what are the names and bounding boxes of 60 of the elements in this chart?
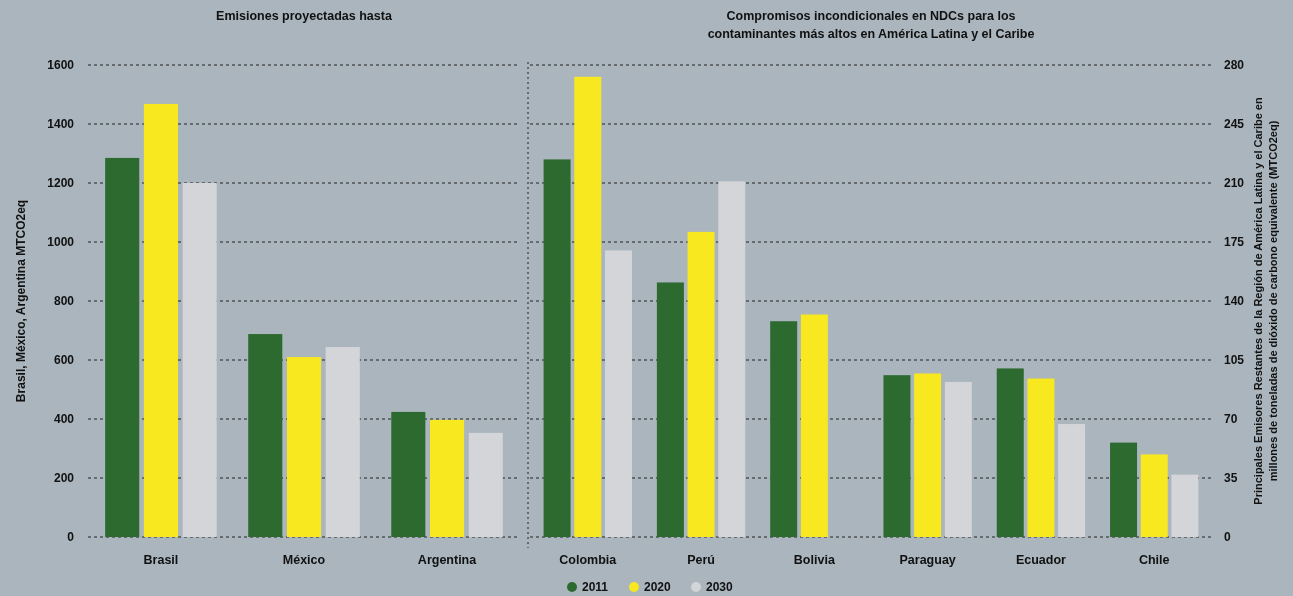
bar (687, 231, 715, 537)
y2-tick-label: 280 (1224, 58, 1245, 72)
y-tick-label: 1200 (47, 176, 75, 190)
y-tick-label: 600 (53, 353, 75, 367)
legend-label: 2020 (644, 580, 672, 594)
bar (391, 411, 426, 537)
bar (1171, 474, 1199, 537)
x-tick-label: Paraguay (899, 553, 956, 567)
bar (1058, 424, 1086, 537)
x-tick-label: México (282, 553, 326, 567)
bar (800, 314, 828, 537)
y2-axis-title: Principales Emisores Restantes de la Región de América Latina y el Caribe en millones de toneladas de dióxido de carbono equivalente (MTCO2eq) (1252, 97, 1279, 505)
bar (325, 347, 360, 537)
bar (656, 282, 684, 537)
bar (770, 321, 798, 537)
y-tick-label: 1000 (47, 235, 75, 249)
y2-tick-label: 140 (1224, 294, 1245, 308)
y-tick-label: 800 (53, 294, 75, 308)
bar (543, 159, 571, 537)
y2-tick-label: 70 (1224, 412, 1238, 426)
bar (286, 357, 322, 537)
y2-tick-label: 105 (1224, 353, 1245, 367)
y2-tick-label: 245 (1224, 117, 1245, 131)
x-tick-label: Chile (1138, 553, 1170, 567)
bar (1110, 442, 1138, 537)
bar (248, 334, 283, 537)
y-tick-label: 200 (53, 471, 75, 485)
bar (718, 181, 746, 537)
bar (883, 375, 911, 537)
y-axis-title: Brasil, México, Argentina MTCO2eq (14, 199, 28, 403)
y2-tick-label: 35 (1224, 471, 1238, 485)
x-tick-label: Brasil (143, 553, 179, 567)
legend-label: 2011 (582, 580, 609, 594)
y2-tick-label: 175 (1224, 235, 1245, 249)
y-tick-label: 1600 (47, 58, 75, 72)
bar (182, 183, 217, 537)
bar (944, 381, 972, 537)
bar (1140, 454, 1168, 537)
bar (914, 373, 942, 537)
bar (604, 250, 632, 537)
x-tick-label: Ecuador (1015, 553, 1067, 567)
bar (996, 368, 1024, 537)
bar (1027, 378, 1055, 537)
bar (430, 419, 465, 537)
chart-title: Emisiones proyectadas hasta (216, 9, 393, 23)
y2-tick-label: 0 (1224, 530, 1231, 544)
x-tick-label: Argentina (417, 553, 478, 567)
chart-title: Compromisos incondicionales en NDCs para los contaminantes más altos en América Latina y el Caribe (707, 9, 1035, 41)
bar (105, 157, 140, 537)
y-tick-label: 0 (67, 530, 75, 544)
x-tick-label: Bolivia (793, 553, 836, 567)
bar (143, 103, 178, 537)
x-tick-label: Perú (687, 553, 715, 567)
bar (468, 432, 503, 537)
y-tick-label: 400 (53, 412, 75, 426)
y-tick-label: 1400 (47, 117, 75, 131)
bar (574, 76, 602, 537)
x-tick-label: Colombia (559, 553, 618, 567)
y2-tick-label: 210 (1224, 176, 1245, 190)
legend-label: 2030 (706, 580, 734, 594)
